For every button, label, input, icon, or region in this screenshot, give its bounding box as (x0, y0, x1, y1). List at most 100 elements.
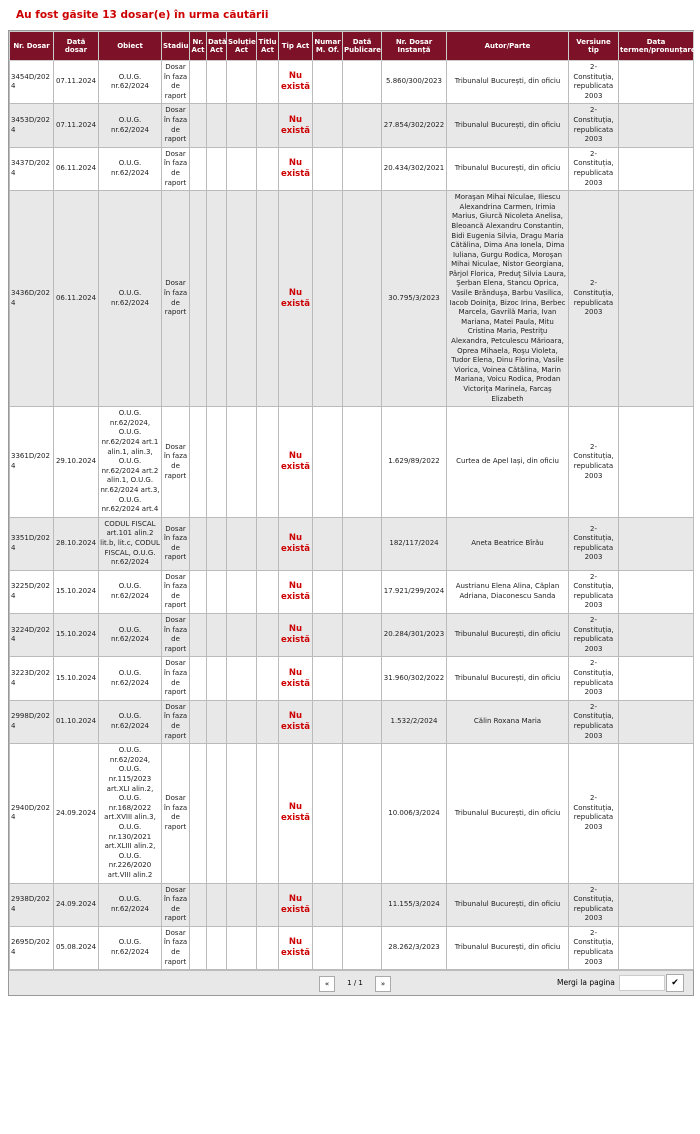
autor: Călin Roxana Maria (446, 699, 569, 745)
empty-cell (226, 743, 257, 884)
stadiu: Dosar în faza de raport (161, 59, 190, 105)
table-row: 3224D/2024 15.10.2024 O.U.G. nr.62/2024 Dos… (9, 613, 694, 658)
empty-cell (226, 656, 257, 701)
nr-dosar: 2695D/2024 (9, 925, 54, 971)
goto-input[interactable] (619, 975, 665, 992)
prev-page[interactable]: « (319, 976, 335, 993)
nr-dosar: 3225D/2024 (9, 569, 54, 615)
empty-cell (618, 925, 694, 971)
empty-cell (206, 406, 227, 518)
nr-dosar: 3361D/2024 (9, 406, 54, 518)
empty-cell (256, 656, 279, 701)
empty-cell (312, 190, 343, 408)
tip-act: Nu există (278, 59, 313, 105)
goto-submit[interactable]: ✔ (666, 974, 684, 993)
empty-cell (342, 925, 382, 971)
versiune: 2-Constituția, republicata 2003 (568, 656, 619, 701)
empty-cell (256, 743, 279, 884)
empty-cell (312, 406, 343, 518)
empty-cell (189, 699, 207, 745)
column-header: Data termen/pronunțare (618, 31, 696, 61)
header-row: Nr. Dosar Dată dosar Obiect Stadiu Nr. Act Da… (9, 31, 696, 61)
nr-instanta: 10.006/3/2024 (381, 743, 447, 884)
empty-cell (312, 743, 343, 884)
empty-cell (189, 656, 207, 701)
next-page[interactable]: » (375, 976, 391, 993)
table-row: 3436D/2024 06.11.2024 O.U.G. nr.62/2024 Dos… (9, 190, 694, 408)
column-header: Tip Act (278, 31, 313, 61)
nr-instanta: 17.921/299/2024 (381, 569, 447, 615)
versiune: 2-Constituția, republicata 2003 (568, 146, 619, 192)
empty-cell (189, 925, 207, 971)
table-row: 2695D/2024 05.08.2024 O.U.G. nr.62/2024 Dos… (9, 925, 694, 971)
obiect: O.U.G. nr.62/2024 (98, 569, 162, 615)
empty-cell (342, 656, 382, 701)
pagination: « 1 / 1 » Mergi la pagina ✔ (9, 970, 693, 996)
data-dosar: 24.09.2024 (53, 882, 99, 927)
empty-cell (189, 516, 207, 571)
empty-cell (312, 925, 343, 971)
column-header: Numar M. Of. (312, 31, 343, 61)
data-dosar: 06.11.2024 (53, 146, 99, 192)
empty-cell (206, 569, 227, 615)
stadiu: Dosar în faza de raport (161, 516, 190, 571)
empty-cell (206, 59, 227, 105)
empty-cell (618, 882, 694, 927)
empty-cell (342, 699, 382, 745)
empty-cell (226, 103, 257, 148)
empty-cell (312, 569, 343, 615)
empty-cell (206, 516, 227, 571)
autor: Aneta Beatrice Bîrău (446, 516, 569, 571)
goto-label: Mergi la pagina (557, 978, 615, 988)
empty-cell (226, 516, 257, 571)
nr-instanta: 20.434/302/2021 (381, 146, 447, 192)
versiune: 2-Constituția, republicata 2003 (568, 516, 619, 571)
table-row: 3223D/2024 15.10.2024 O.U.G. nr.62/2024 Dos… (9, 656, 694, 701)
stadiu: Dosar în faza de raport (161, 190, 190, 408)
nr-dosar: 3351D/2024 (9, 516, 54, 571)
table-row: 3361D/2024 29.10.2024 O.U.G. nr.62/2024, O… (9, 406, 694, 518)
empty-cell (226, 613, 257, 658)
stadiu: Dosar în faza de raport (161, 882, 190, 927)
empty-cell (342, 613, 382, 658)
empty-cell (256, 925, 279, 971)
versiune: 2-Constituția, republicata 2003 (568, 59, 619, 105)
empty-cell (256, 146, 279, 192)
empty-cell (206, 146, 227, 192)
nr-dosar: 3224D/2024 (9, 613, 54, 658)
table-row: 3453D/2024 07.11.2024 O.U.G. nr.62/2024 Dos… (9, 103, 694, 148)
column-header: Autor/Parte (446, 31, 569, 61)
empty-cell (618, 59, 694, 105)
empty-cell (256, 569, 279, 615)
empty-cell (206, 743, 227, 884)
empty-cell (189, 882, 207, 927)
empty-cell (226, 146, 257, 192)
data-dosar: 06.11.2024 (53, 190, 99, 408)
empty-cell (618, 743, 694, 884)
empty-cell (618, 613, 694, 658)
empty-cell (256, 190, 279, 408)
empty-cell (256, 59, 279, 105)
data-dosar: 15.10.2024 (53, 613, 99, 658)
nr-instanta: 5.860/300/2023 (381, 59, 447, 105)
empty-cell (226, 882, 257, 927)
column-header: Dată Publicare (342, 31, 382, 61)
empty-cell (189, 103, 207, 148)
empty-cell (189, 569, 207, 615)
table-body: 3454D/2024 07.11.2024 O.U.G. nr.62/2024 Dos… (9, 59, 694, 971)
empty-cell (312, 699, 343, 745)
versiune: 2-Constituția, republicata 2003 (568, 699, 619, 745)
data-dosar: 15.10.2024 (53, 656, 99, 701)
table-row: 3225D/2024 15.10.2024 O.U.G. nr.62/2024 Dos… (9, 569, 694, 615)
empty-cell (312, 516, 343, 571)
empty-cell (342, 882, 382, 927)
empty-cell (226, 925, 257, 971)
results-title: Au fost găsite 13 dosar(e) în urma căută… (16, 9, 269, 21)
empty-cell (256, 699, 279, 745)
tip-act: Nu există (278, 516, 313, 571)
stadiu: Dosar în faza de raport (161, 743, 190, 884)
empty-cell (206, 103, 227, 148)
autor: Austrianu Elena Alina, Căplan Adriana, D… (446, 569, 569, 615)
empty-cell (618, 190, 694, 408)
empty-cell (342, 59, 382, 105)
